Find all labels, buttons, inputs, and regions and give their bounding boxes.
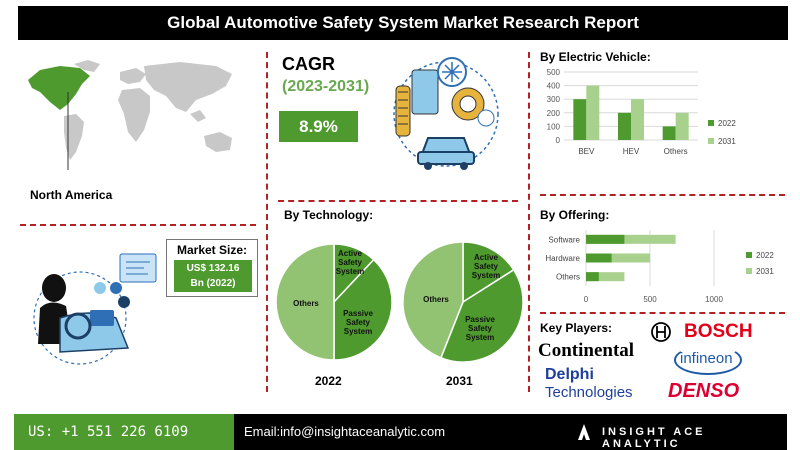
cagr-value: 8.9% bbox=[279, 111, 358, 142]
market-size-value: US$ 132.16 Bn (2022) bbox=[174, 260, 252, 292]
offering-chart-title: By Offering: bbox=[540, 208, 610, 222]
pie-slice-label: Others bbox=[293, 299, 319, 308]
ev-ytick-label: 300 bbox=[547, 95, 561, 104]
pie-slice-label: Passive Safety System bbox=[465, 315, 495, 342]
pie-slice-1 bbox=[333, 258, 393, 361]
delphi-logo: Delphi Technologies bbox=[545, 366, 655, 402]
divider-right bbox=[528, 52, 530, 392]
divider-right-h bbox=[540, 194, 785, 196]
offering-bar-chart: 0 500 1000 Software Hardware Others 2022 2031 bbox=[545, 230, 774, 304]
delphi-text: Delphi bbox=[545, 366, 594, 383]
offering-xtick-label: 0 bbox=[584, 295, 589, 304]
infineon-logo: infineon bbox=[674, 345, 742, 375]
ev-legend-swatch bbox=[708, 138, 714, 144]
footer-brand: INSIGHT ACE ANALYTIC bbox=[602, 426, 706, 450]
cagr-period: (2023-2031) bbox=[282, 78, 370, 95]
offering-category-label: Hardware bbox=[545, 254, 580, 263]
ev-bar-chart: 0 100 200 300 400 500 BEV HEV Others 2022 2031 bbox=[547, 68, 737, 156]
pie-slice-label: Active Safety System bbox=[336, 249, 364, 276]
infineon-text: infineon bbox=[680, 350, 733, 367]
ev-ytick-label: 400 bbox=[547, 82, 561, 91]
offering-bar-Software-2022 bbox=[586, 234, 625, 244]
ev-category-label: HEV bbox=[623, 147, 640, 156]
offering-legend-label: 2022 bbox=[756, 251, 774, 260]
safety-system-illustration bbox=[393, 57, 499, 170]
report-title: Global Automotive Safety System Market R… bbox=[18, 6, 788, 40]
offering-category-label: Others bbox=[556, 273, 580, 282]
technology-title: By Technology: bbox=[284, 208, 374, 222]
technology-pie-2022: Active Safety System Passive Safety System Oth… bbox=[275, 243, 393, 361]
driver-dashboard-illustration bbox=[33, 253, 157, 365]
offering-bar-Others-2031 bbox=[586, 272, 625, 282]
footer-phone: US: +1 551 226 6109 bbox=[14, 414, 234, 450]
offering-bar-Others-2022 bbox=[586, 272, 599, 282]
offering-bar-Hardware-2022 bbox=[586, 253, 612, 263]
cagr-title: CAGR bbox=[282, 54, 335, 74]
ev-legend-label: 2031 bbox=[718, 137, 736, 146]
pie-slice-0 bbox=[462, 241, 515, 304]
pie-slice-label: Others bbox=[423, 295, 449, 304]
pie-slice-label: Active Safety System bbox=[472, 253, 500, 280]
divider-right-h2 bbox=[540, 312, 785, 314]
delphi-technologies-text: Technologies bbox=[545, 384, 633, 401]
offering-xtick-label: 500 bbox=[643, 295, 657, 304]
offering-legend-label: 2031 bbox=[756, 267, 774, 276]
pie-slice-2 bbox=[275, 243, 335, 361]
world-map bbox=[28, 60, 232, 170]
offering-xtick-label: 1000 bbox=[705, 295, 723, 304]
ev-bar-Others-2022 bbox=[662, 126, 676, 140]
market-size-value-line2: Bn (2022) bbox=[190, 278, 236, 289]
footer-bar: Email:info@insightaceanalytic.com INSIGH… bbox=[234, 414, 787, 450]
pie-year-2031: 2031 bbox=[446, 374, 473, 388]
continental-logo: Continental bbox=[538, 340, 635, 361]
offering-bar-Software-2031 bbox=[586, 234, 676, 244]
pie-slice-label: Passive Safety System bbox=[343, 309, 373, 336]
footer-email: Email:info@insightaceanalytic.com bbox=[244, 424, 446, 439]
ev-ytick-label: 500 bbox=[547, 68, 561, 77]
brand-logo-icon bbox=[578, 424, 590, 440]
ev-bar-Others-2031 bbox=[675, 112, 689, 140]
ev-bar-HEV-2031 bbox=[631, 99, 644, 140]
pie-slice-1 bbox=[439, 268, 524, 363]
ev-chart-title: By Electric Vehicle: bbox=[540, 50, 651, 64]
ev-category-label: BEV bbox=[578, 147, 595, 156]
ev-legend-swatch bbox=[708, 120, 714, 126]
pie-slice-2 bbox=[402, 241, 464, 359]
market-size-label: Market Size: bbox=[176, 243, 248, 257]
ev-bar-BEV-2031 bbox=[586, 85, 600, 140]
denso-logo: DENSO bbox=[668, 380, 740, 402]
technology-pie-2031: Active Safety System Passive Safety System Oth… bbox=[402, 241, 524, 363]
market-size-value-line1: US$ 132.16 bbox=[186, 263, 240, 274]
ev-bar-BEV-2022 bbox=[573, 99, 587, 140]
bosch-text: BOSCH bbox=[684, 321, 753, 342]
bosch-emblem-icon bbox=[651, 322, 671, 342]
ev-category-label: Others bbox=[664, 147, 688, 156]
ev-ytick-label: 0 bbox=[556, 136, 561, 145]
offering-bar-Hardware-2031 bbox=[586, 253, 650, 263]
key-players-title: Key Players: bbox=[540, 321, 613, 335]
offering-legend-swatch bbox=[746, 268, 752, 274]
ev-bar-HEV-2022 bbox=[618, 112, 631, 140]
pie-year-2022: 2022 bbox=[315, 374, 342, 388]
divider-left-h bbox=[20, 224, 256, 226]
bosch-logo: BOSCH bbox=[650, 321, 760, 343]
ev-legend-label: 2022 bbox=[718, 119, 736, 128]
market-size-box: Market Size: US$ 132.16 Bn (2022) bbox=[166, 239, 258, 297]
ev-ytick-label: 100 bbox=[547, 122, 561, 131]
offering-category-label: Software bbox=[548, 235, 580, 244]
region-label: North America bbox=[30, 188, 113, 202]
offering-legend-swatch bbox=[746, 252, 752, 258]
divider-mid-h bbox=[278, 200, 518, 202]
ev-ytick-label: 200 bbox=[547, 109, 561, 118]
divider-left bbox=[266, 52, 268, 392]
